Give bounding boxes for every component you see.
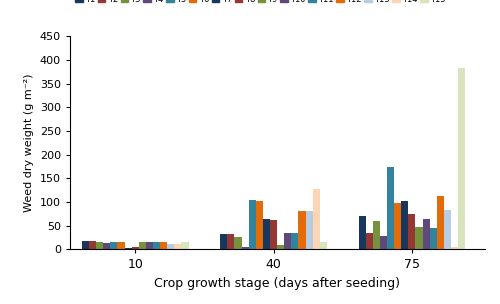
Bar xyxy=(416,227,422,249)
X-axis label: Crop growth stage (days after seeding): Crop growth stage (days after seeding) xyxy=(154,277,400,290)
Bar xyxy=(110,242,117,249)
Bar xyxy=(167,244,174,249)
Bar xyxy=(358,216,366,249)
Bar xyxy=(132,247,139,249)
Bar xyxy=(430,228,437,249)
Y-axis label: Weed dry weight (g m⁻²): Weed dry weight (g m⁻²) xyxy=(24,74,34,212)
Bar xyxy=(248,200,256,249)
Bar xyxy=(408,214,416,249)
Bar xyxy=(312,189,320,249)
Bar xyxy=(458,68,465,249)
Bar xyxy=(174,244,182,249)
Bar xyxy=(182,242,188,249)
Bar xyxy=(437,196,444,249)
Bar xyxy=(306,210,312,249)
Bar xyxy=(103,243,110,249)
Bar xyxy=(284,233,292,249)
Bar xyxy=(394,203,401,249)
Bar xyxy=(234,237,242,249)
Bar xyxy=(139,242,146,249)
Bar xyxy=(220,234,228,249)
Bar xyxy=(366,233,373,249)
Bar xyxy=(146,242,153,249)
Bar xyxy=(387,167,394,249)
Bar xyxy=(451,247,458,249)
Bar xyxy=(228,234,234,249)
Bar xyxy=(270,220,277,249)
Bar xyxy=(373,221,380,249)
Bar xyxy=(89,241,96,249)
Legend: T1, T2, T3, T4, T5, T6, T7, T8, T9, T10, T11, T12, T13, T14, T15: T1, T2, T3, T4, T5, T6, T7, T8, T9, T10,… xyxy=(74,0,446,5)
Bar xyxy=(242,247,248,249)
Bar xyxy=(118,242,124,249)
Bar xyxy=(444,209,451,249)
Bar xyxy=(160,242,167,249)
Bar xyxy=(401,201,408,249)
Bar xyxy=(298,212,306,249)
Bar xyxy=(124,248,132,249)
Bar xyxy=(320,242,327,249)
Bar xyxy=(263,219,270,249)
Bar xyxy=(82,241,89,249)
Bar xyxy=(256,201,263,249)
Bar xyxy=(292,233,298,249)
Bar xyxy=(422,219,430,249)
Bar xyxy=(380,236,387,249)
Bar xyxy=(153,242,160,249)
Bar xyxy=(96,242,103,249)
Bar xyxy=(277,244,284,249)
